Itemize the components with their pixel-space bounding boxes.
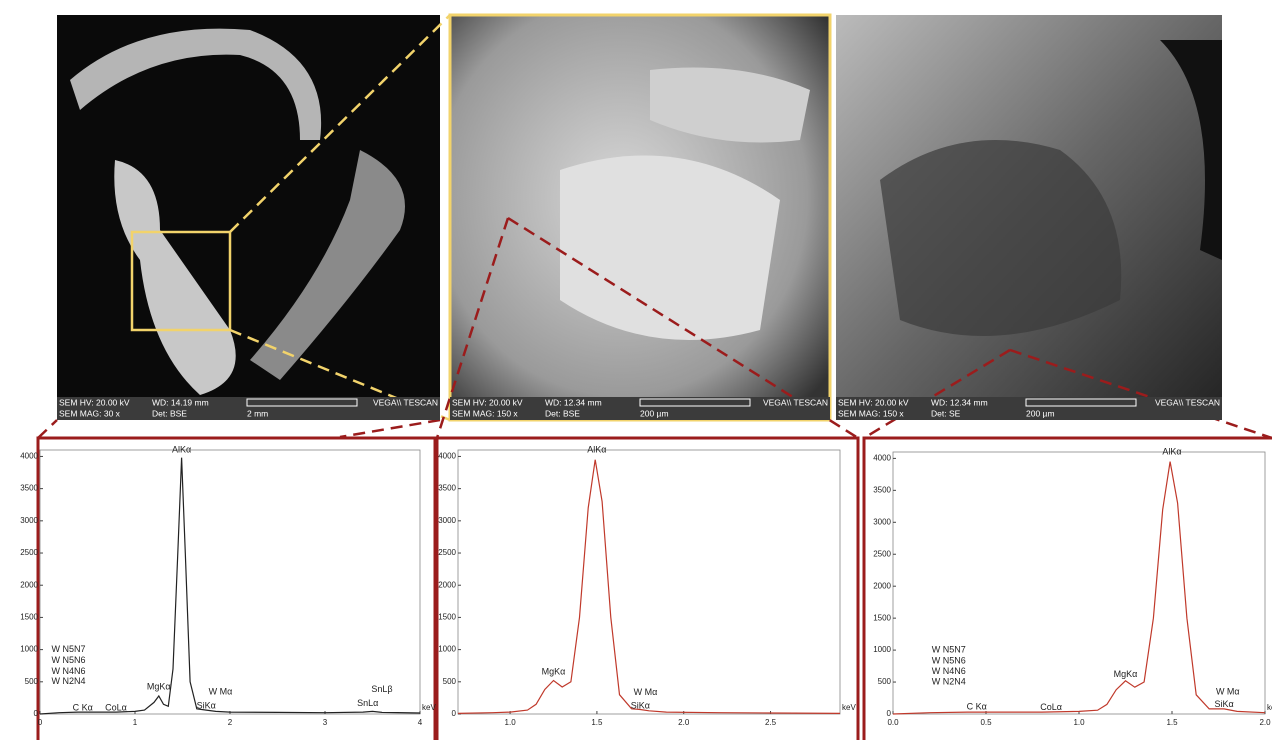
info-text: VEGA\\ TESCAN bbox=[373, 397, 438, 407]
sem-image bbox=[57, 15, 440, 420]
peak-label: W N2N4 bbox=[932, 676, 966, 686]
y-tick-label: 4000 bbox=[438, 452, 456, 461]
peak-label: AlKα bbox=[172, 444, 191, 454]
info-text: VEGA\\ TESCAN bbox=[763, 397, 828, 407]
info-text: SEM MAG: 150 x bbox=[452, 408, 518, 418]
x-tick-label: 1.5 bbox=[1166, 718, 1178, 727]
spectrum-line bbox=[458, 460, 840, 714]
peak-label: W N5N6 bbox=[932, 655, 966, 665]
y-tick-label: 500 bbox=[443, 677, 457, 686]
y-tick-label: 1500 bbox=[873, 613, 891, 622]
x-tick-label: 0.0 bbox=[887, 718, 899, 727]
info-text: Det: BSE bbox=[152, 408, 187, 418]
peak-label: W N5N7 bbox=[932, 644, 966, 654]
x-axis-label: keV bbox=[1267, 703, 1272, 712]
x-tick-label: 0 bbox=[38, 718, 43, 727]
peak-label: W N4N6 bbox=[932, 666, 966, 676]
y-tick-label: 3500 bbox=[438, 484, 456, 493]
peak-label: W N4N6 bbox=[51, 666, 85, 676]
peak-label: W N5N7 bbox=[51, 644, 85, 654]
info-text: SEM MAG: 30 x bbox=[59, 408, 121, 418]
y-tick-label: 2000 bbox=[438, 580, 456, 589]
peak-label: CoLα bbox=[105, 703, 127, 713]
y-tick-label: 1000 bbox=[20, 645, 38, 654]
y-tick-label: 3500 bbox=[873, 485, 891, 494]
peak-label: SnLβ bbox=[371, 684, 392, 694]
x-tick-label: 0.5 bbox=[980, 718, 992, 727]
peak-label: W Mα bbox=[209, 686, 233, 696]
y-tick-label: 2500 bbox=[20, 548, 38, 557]
sem-image bbox=[450, 15, 830, 420]
peak-label: W Mα bbox=[1216, 687, 1240, 697]
info-text: SEM HV: 20.00 kV bbox=[452, 397, 523, 407]
y-tick-label: 2000 bbox=[20, 580, 38, 589]
info-text: SEM HV: 20.00 kV bbox=[838, 397, 909, 407]
info-text: WD: 12.34 mm bbox=[931, 397, 988, 407]
y-tick-label: 1500 bbox=[20, 613, 38, 622]
x-tick-label: 2 bbox=[228, 718, 233, 727]
x-tick-label: 4 bbox=[418, 718, 423, 727]
info-text: VEGA\\ TESCAN bbox=[1155, 397, 1220, 407]
y-tick-label: 3000 bbox=[873, 517, 891, 526]
x-tick-label: 3 bbox=[323, 718, 328, 727]
x-tick-label: 1.5 bbox=[591, 718, 603, 727]
y-tick-label: 0 bbox=[887, 709, 892, 718]
x-tick-label: 2.0 bbox=[1259, 718, 1271, 727]
peak-label: CoLα bbox=[1040, 702, 1062, 712]
peak-label: SnLα bbox=[357, 698, 378, 708]
y-tick-label: 4000 bbox=[873, 453, 891, 462]
y-tick-label: 3000 bbox=[20, 516, 38, 525]
y-tick-label: 1000 bbox=[438, 645, 456, 654]
info-text: 200 µm bbox=[640, 408, 669, 418]
peak-label: AlKα bbox=[1162, 446, 1181, 456]
x-tick-label: 2.0 bbox=[678, 718, 690, 727]
peak-label: SiKα bbox=[631, 701, 650, 711]
info-text: WD: 14.19 mm bbox=[152, 397, 209, 407]
info-text: SEM MAG: 150 x bbox=[838, 408, 904, 418]
peak-label: W Mα bbox=[634, 687, 658, 697]
peak-label: W N2N4 bbox=[51, 676, 85, 686]
y-tick-label: 500 bbox=[878, 677, 892, 686]
y-tick-label: 500 bbox=[25, 677, 39, 686]
figure: SEM HV: 20.00 kVSEM MAG: 30 xWD: 14.19 m… bbox=[0, 0, 1272, 740]
plot-area bbox=[40, 450, 420, 714]
y-tick-label: 1500 bbox=[438, 613, 456, 622]
peak-label: SiKα bbox=[1214, 699, 1233, 709]
peak-label: C Kα bbox=[967, 701, 987, 711]
y-tick-label: 2000 bbox=[873, 581, 891, 590]
x-tick-label: 2.5 bbox=[765, 718, 777, 727]
info-text: Det: SE bbox=[931, 408, 961, 418]
y-tick-label: 3500 bbox=[20, 484, 38, 493]
y-tick-label: 3000 bbox=[438, 516, 456, 525]
spectrum-line bbox=[40, 458, 420, 714]
peak-label: MgKα bbox=[542, 667, 566, 677]
plot-area bbox=[458, 450, 840, 714]
info-text: Det: BSE bbox=[545, 408, 580, 418]
peak-label: C Kα bbox=[73, 703, 93, 713]
info-text: 2 mm bbox=[247, 408, 268, 418]
sem-image bbox=[836, 15, 1222, 420]
peak-label: AlKα bbox=[587, 444, 606, 454]
y-tick-label: 0 bbox=[34, 709, 39, 718]
info-text: 200 µm bbox=[1026, 408, 1055, 418]
y-tick-label: 2500 bbox=[873, 549, 891, 558]
x-tick-label: 1 bbox=[133, 718, 138, 727]
x-tick-label: 1.0 bbox=[505, 718, 517, 727]
y-tick-label: 4000 bbox=[20, 452, 38, 461]
x-axis-label: keV bbox=[842, 703, 856, 712]
peak-label: MgKα bbox=[1114, 669, 1138, 679]
info-text: WD: 12.34 mm bbox=[545, 397, 602, 407]
info-text: SEM HV: 20.00 kV bbox=[59, 397, 130, 407]
y-tick-label: 2500 bbox=[438, 548, 456, 557]
x-axis-label: keV bbox=[422, 703, 436, 712]
peak-label: SiKα bbox=[197, 701, 216, 711]
peak-label: MgKα bbox=[147, 681, 171, 691]
x-tick-label: 1.0 bbox=[1073, 718, 1085, 727]
peak-label: W N5N6 bbox=[51, 655, 85, 665]
y-tick-label: 0 bbox=[452, 709, 457, 718]
y-tick-label: 1000 bbox=[873, 645, 891, 654]
